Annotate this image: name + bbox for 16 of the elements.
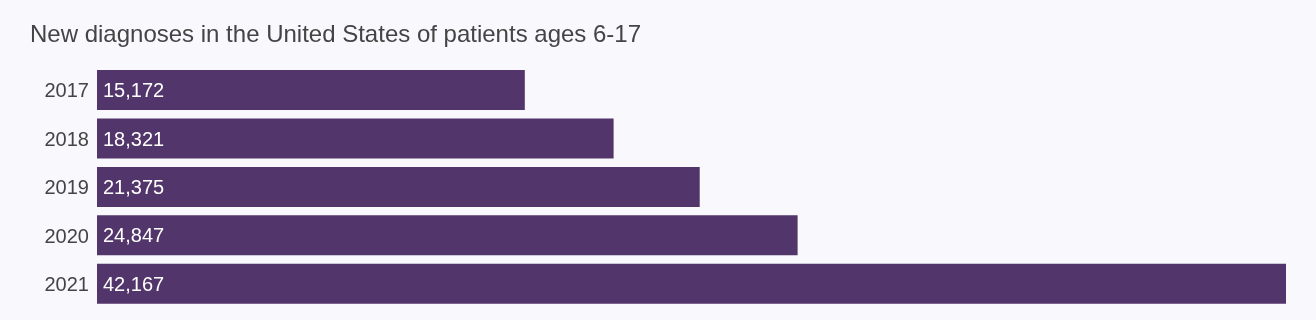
y-tick-label: 2017 xyxy=(44,79,89,102)
data-label: 24,847 xyxy=(103,224,165,247)
y-tick-label: 2019 xyxy=(44,176,89,199)
y-tick-label: 2018 xyxy=(44,127,89,150)
bar xyxy=(97,263,1286,304)
data-label: 21,375 xyxy=(103,176,165,199)
bar xyxy=(97,166,700,207)
bar xyxy=(97,70,525,111)
chart-title: New diagnoses in the United States of patients ages 6-17 xyxy=(30,20,642,48)
y-tick-label: 2021 xyxy=(44,272,89,295)
data-label: 18,321 xyxy=(103,127,165,150)
bar xyxy=(97,215,798,256)
data-label: 42,167 xyxy=(103,272,165,295)
bar xyxy=(97,118,614,159)
data-label: 15,172 xyxy=(103,79,165,102)
y-tick-label: 2020 xyxy=(44,224,89,247)
